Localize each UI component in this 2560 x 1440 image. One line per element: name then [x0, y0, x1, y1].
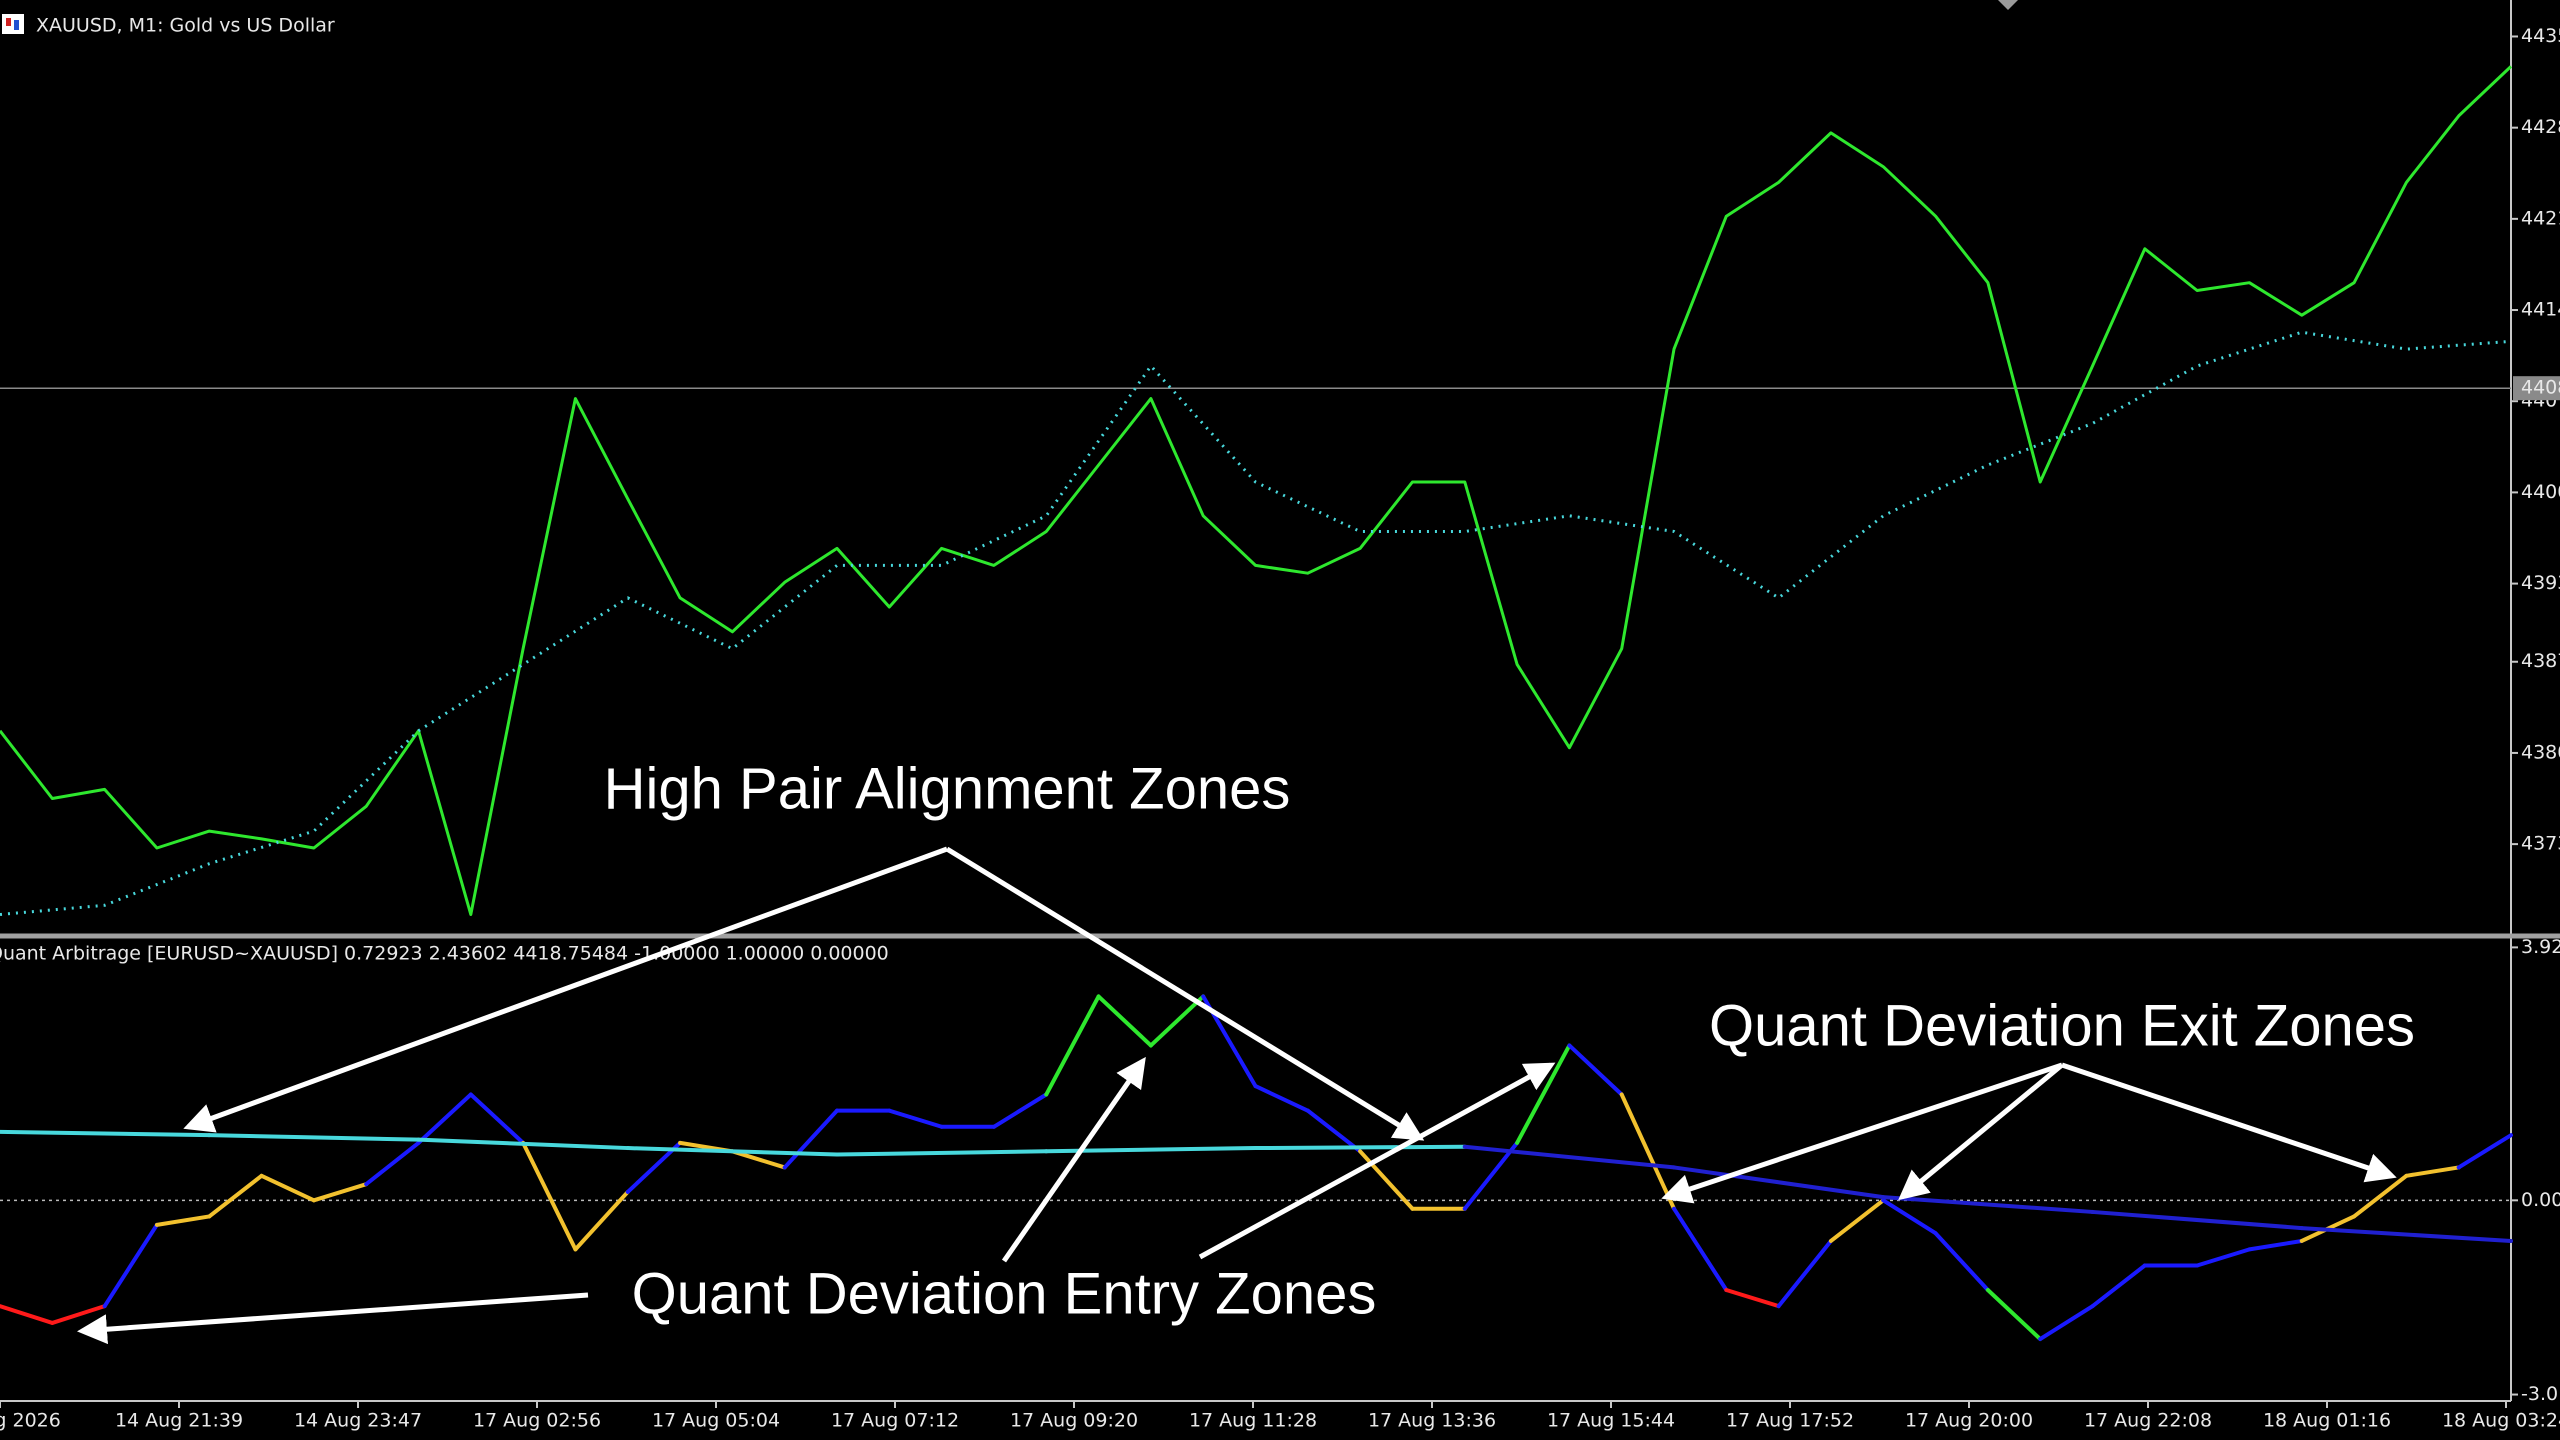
chart-title: XAUUSD, M1: Gold vs US Dollar: [36, 15, 335, 37]
indicator-segment: [1253, 1084, 1310, 1113]
indicator-segment: [1515, 1043, 1572, 1145]
x-tick-label: 18 Aug 01:16: [2263, 1410, 2391, 1432]
indicator-segment: [1358, 1149, 1415, 1211]
arrow: [1898, 1063, 2064, 1201]
indicator-segment: [2090, 1263, 2147, 1309]
indicator-segment: [1672, 1165, 1886, 1200]
annotation: Quant Deviation Entry Zones: [632, 1261, 1377, 1326]
indicator-segment: [1724, 1288, 1781, 1309]
indicator-segment: [1096, 994, 1153, 1048]
y-tick-label: 4421: [2521, 207, 2560, 229]
x-tick-label: 17 Aug 05:04: [652, 1410, 780, 1432]
y-tick-label: 4435: [2521, 25, 2560, 47]
indicator-segment: [0, 1304, 55, 1325]
indicator-segment: [1776, 1238, 1833, 1309]
x-tick-label: 17 Aug 09:20: [1010, 1410, 1138, 1432]
y-tick-label: -3.01: [2521, 1383, 2560, 1405]
arrow: [1001, 1056, 1146, 1263]
x-tick-label: 14 Aug 21:39: [115, 1410, 243, 1432]
x-tick-label: 14 Aug 23:47: [294, 1410, 422, 1432]
x-tick-label: 17 Aug 02:56: [473, 1410, 601, 1432]
annotation: Quant Deviation Exit Zones: [1709, 993, 2415, 1058]
annotation: High Pair Alignment Zones: [604, 756, 1291, 821]
arrow: [77, 1292, 589, 1345]
indicator-segment: [1148, 994, 1206, 1048]
indicator-segment: [1933, 1231, 1990, 1293]
x-tick-label: 17 Aug 22:08: [2084, 1410, 2212, 1432]
indicator-segment: [573, 1189, 630, 1252]
arrow: [945, 846, 1425, 1141]
arrow: [183, 846, 948, 1133]
y-tick-label: 4373: [2521, 833, 2560, 855]
indicator-segment: [991, 1092, 1049, 1129]
indicator-segment: [468, 1092, 526, 1145]
y-tick-label: 4380: [2521, 741, 2560, 763]
x-tick-label: 17 Aug 11:28: [1189, 1410, 1317, 1432]
indicator-segment: [2090, 1209, 2304, 1231]
indicator-segment: [2456, 1133, 2513, 1170]
indicator-segment: [259, 1173, 316, 1203]
indicator-segment: [2299, 1226, 2513, 1243]
indicator-segment: [835, 1149, 1049, 1157]
shift-marker: [1998, 0, 2018, 10]
indicator-segment: [0, 1129, 212, 1138]
indicator-segment: [730, 1149, 787, 1170]
indicator-segment: [2404, 1165, 2461, 1178]
price-line: [0, 330, 2512, 916]
current-price-box: [2513, 376, 2560, 401]
indicator-segment: [1828, 1198, 1886, 1243]
indicator-segment: [207, 1133, 421, 1142]
current-price-label: 4408: [2521, 377, 2560, 399]
y-tick-label: 4387: [2521, 650, 2560, 672]
indicator-segment: [1985, 1288, 2043, 1342]
x-tick-label: 18 Aug 03:24: [2442, 1410, 2560, 1432]
arrow: [1661, 1062, 2063, 1204]
indicator-segment: [364, 1140, 421, 1187]
y-tick-label: 3.92: [2521, 936, 2560, 958]
arrow: [2061, 1062, 2397, 1183]
indicator-segment: [625, 1146, 839, 1157]
indicator-title: Quant Arbitrage [EURUSD~XAUUSD] 0.72923 …: [0, 943, 889, 965]
indicator-segment: [2195, 1247, 2252, 1268]
indicator-segment: [2038, 1304, 2095, 1342]
indicator-segment: [154, 1214, 212, 1227]
indicator-segment: [102, 1222, 159, 1309]
y-tick-label: 4393: [2521, 572, 2560, 594]
x-tick-label: 17 Aug 15:44: [1547, 1410, 1675, 1432]
symbol-icon: [2, 14, 24, 34]
y-tick-label: 0.00: [2521, 1189, 2560, 1211]
indicator-segment: [782, 1108, 839, 1170]
y-tick-label: 4428: [2521, 116, 2560, 138]
indicator-segment: [1044, 994, 1101, 1097]
indicator-segment: [887, 1108, 944, 1129]
x-tick-label: 17 Aug 20:00: [1905, 1410, 2033, 1432]
indicator-segment: [521, 1140, 578, 1252]
indicator-segment: [1567, 1043, 1624, 1097]
x-tick-label: 17 Aug 17:52: [1726, 1410, 1854, 1432]
arrow: [1198, 1062, 1556, 1260]
indicator-segment: [1881, 1198, 1938, 1236]
indicator-segment: [1253, 1144, 1467, 1151]
x-tick-label: 17 Aug 07:12: [831, 1410, 959, 1432]
indicator-segment: [311, 1182, 369, 1203]
indicator-segment: [207, 1173, 264, 1219]
indicator-segment: [416, 1092, 473, 1145]
indicator-segment: [2352, 1173, 2409, 1219]
indicator-segment: [1305, 1108, 1363, 1154]
x-tick-label: 14 Aug 2026: [0, 1410, 61, 1432]
indicator-segment: [1462, 1140, 1520, 1211]
indicator-segment: [1672, 1206, 1729, 1293]
indicator-segment: [1462, 1144, 1676, 1170]
y-tick-label: 4400: [2521, 481, 2560, 503]
indicator-segment: [416, 1137, 630, 1151]
x-tick-label: 17 Aug 13:36: [1368, 1410, 1496, 1432]
indicator-segment: [2247, 1238, 2304, 1252]
